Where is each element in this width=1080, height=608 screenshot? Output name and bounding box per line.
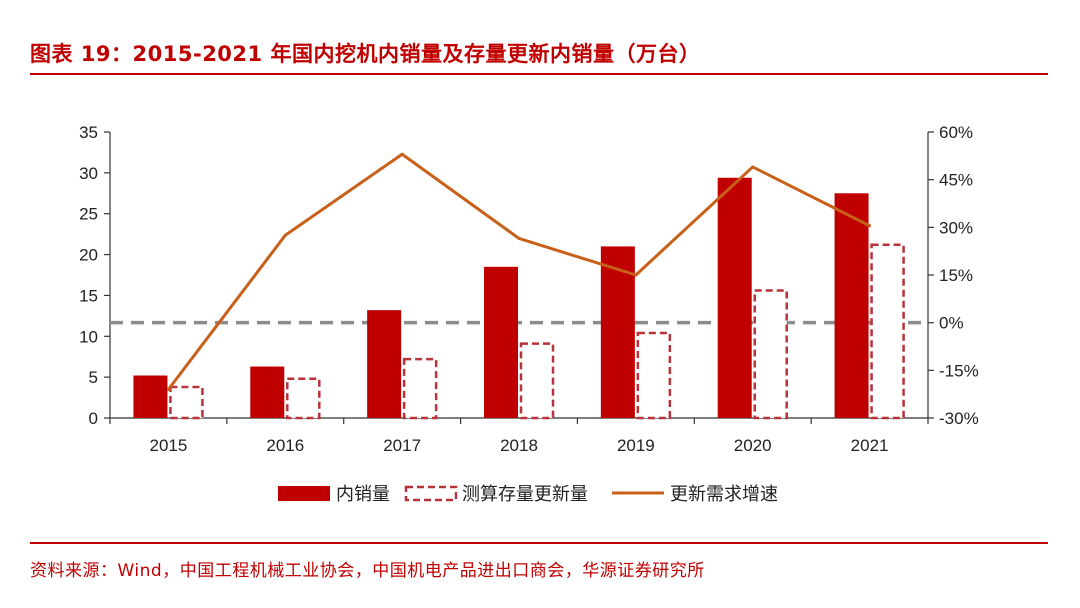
x-tick-label: 2021 <box>851 436 889 455</box>
bar-replacement-estimate <box>169 385 204 420</box>
title-divider <box>30 73 1048 75</box>
growth-line-layer <box>166 152 872 391</box>
y-right-tick-label: 30% <box>939 218 973 237</box>
y-right-tick-label: 60% <box>939 123 973 142</box>
bar-replacement-estimate <box>402 357 438 420</box>
y-right-tick-label: -30% <box>939 409 979 428</box>
growth-rate-point <box>868 224 872 228</box>
y-right-tick-label: -15% <box>939 361 979 380</box>
growth-rate-point <box>517 236 521 240</box>
growth-rate-point <box>751 165 755 169</box>
x-tick-label: 2017 <box>383 436 421 455</box>
bar-domestic-sales <box>484 266 518 418</box>
bar-domestic-sales <box>717 177 752 418</box>
x-tick-label: 2019 <box>617 436 655 455</box>
growth-rate-point <box>283 233 287 237</box>
legend-label-domestic-sales: 内销量 <box>336 484 390 504</box>
y-right-tick-label: 15% <box>939 266 973 285</box>
x-tick-label: 2020 <box>734 436 772 455</box>
bar-replacement-estimate <box>636 331 672 420</box>
bar-replacement-estimate <box>870 243 905 420</box>
source-note: 资料来源：Wind，中国工程机械工业协会，中国机电产品进出口商会，华源证券研究所 <box>30 561 705 581</box>
excavator-sales-chart: 0 5 10 15 20 25 30 35 -30% -15% 0% 15% 30% 45% 60% 2015… <box>79 123 979 504</box>
bar-domestic-sales <box>834 193 869 418</box>
growth-rate-point <box>634 273 638 277</box>
growth-rate-point <box>166 387 170 391</box>
bars-layer <box>133 177 905 420</box>
bar-domestic-sales <box>133 375 168 418</box>
y-left-tick-label: 0 <box>89 409 98 428</box>
chart-title: 图表 19：2015-2021 年国内挖机内销量及存量更新内销量（万台） <box>30 42 701 66</box>
bar-domestic-sales <box>600 246 635 418</box>
y-left-tick-label: 30 <box>79 164 98 183</box>
axes-layer: 0 5 10 15 20 25 30 35 -30% -15% 0% 15% 30% 45% 60% 2015… <box>79 123 979 455</box>
bar-domestic-sales <box>250 366 285 418</box>
bar-domestic-sales <box>367 310 402 418</box>
y-left-tick-label: 35 <box>79 123 98 142</box>
y-right-tick-label: 0% <box>939 314 964 333</box>
y-left-tick-label: 20 <box>79 246 98 265</box>
x-tick-label: 2016 <box>266 436 304 455</box>
bar-replacement-estimate <box>519 342 555 420</box>
bar-replacement-estimate <box>753 289 788 420</box>
source-divider <box>30 542 1048 544</box>
bar-replacement-estimate <box>286 377 321 420</box>
y-left-tick-label: 15 <box>79 286 98 305</box>
legend: 内销量 测算存量更新量 更新需求增速 <box>278 484 778 504</box>
x-tick-label: 2018 <box>500 436 538 455</box>
legend-swatch-domestic-sales <box>278 486 330 501</box>
legend-label-growth-rate: 更新需求增速 <box>670 484 778 504</box>
y-left-tick-label: 5 <box>89 368 98 387</box>
y-left-tick-label: 25 <box>79 205 98 224</box>
growth-rate-point <box>400 152 404 156</box>
legend-label-replacement-estimate: 测算存量更新量 <box>462 484 588 504</box>
y-left-tick-label: 10 <box>79 327 98 346</box>
y-right-tick-label: 45% <box>939 171 973 190</box>
legend-swatch-replacement-estimate <box>404 485 458 502</box>
x-tick-label: 2015 <box>150 436 188 455</box>
